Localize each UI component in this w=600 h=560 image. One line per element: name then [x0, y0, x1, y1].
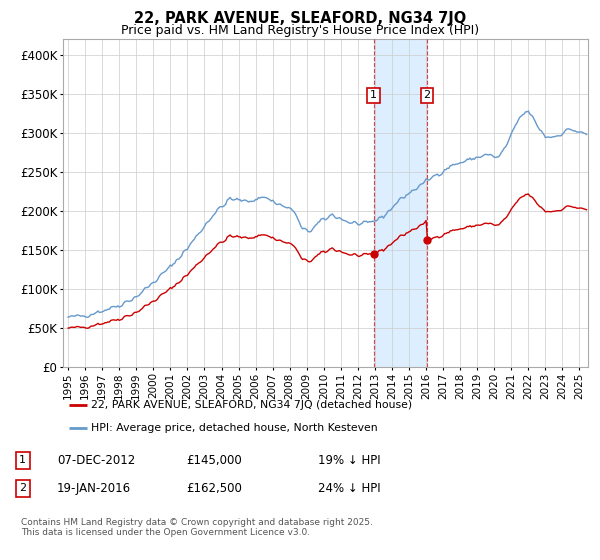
Text: 2: 2 [19, 483, 26, 493]
Text: 1: 1 [19, 455, 26, 465]
Text: 2: 2 [424, 90, 430, 100]
Text: HPI: Average price, detached house, North Kesteven: HPI: Average price, detached house, Nort… [91, 423, 378, 433]
Text: £145,000: £145,000 [186, 454, 242, 467]
Text: £162,500: £162,500 [186, 482, 242, 495]
Text: 19% ↓ HPI: 19% ↓ HPI [318, 454, 380, 467]
Text: 22, PARK AVENUE, SLEAFORD, NG34 7JQ (detached house): 22, PARK AVENUE, SLEAFORD, NG34 7JQ (det… [91, 400, 412, 410]
Text: 07-DEC-2012: 07-DEC-2012 [57, 454, 135, 467]
Text: Price paid vs. HM Land Registry's House Price Index (HPI): Price paid vs. HM Land Registry's House … [121, 24, 479, 36]
Text: 24% ↓ HPI: 24% ↓ HPI [318, 482, 380, 495]
Text: 19-JAN-2016: 19-JAN-2016 [57, 482, 131, 495]
Text: 1: 1 [370, 90, 377, 100]
Text: Contains HM Land Registry data © Crown copyright and database right 2025.
This d: Contains HM Land Registry data © Crown c… [21, 518, 373, 538]
Text: 22, PARK AVENUE, SLEAFORD, NG34 7JQ: 22, PARK AVENUE, SLEAFORD, NG34 7JQ [134, 11, 466, 26]
Bar [374, 39, 427, 367]
